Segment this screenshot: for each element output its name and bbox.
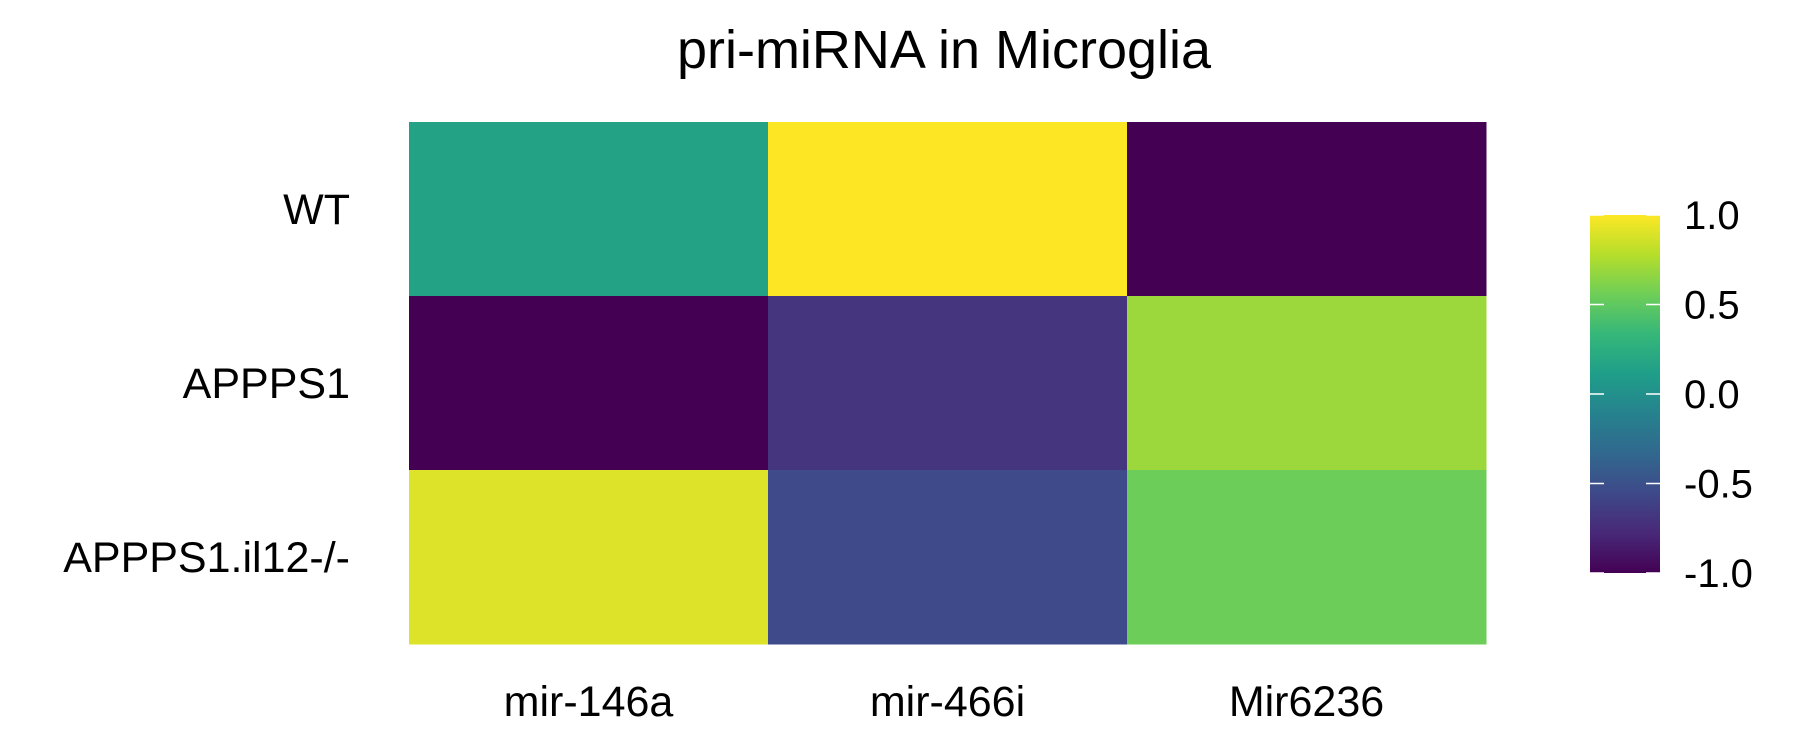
heatmap-cell-0-1	[768, 122, 1128, 297]
column-label: Mir6236	[1229, 678, 1384, 726]
colorbar-tick-label: 0.0	[1684, 373, 1740, 417]
heatmap-cell-1-2	[1127, 296, 1487, 471]
row-label: WT	[283, 186, 350, 234]
heatmap-cell-2-0	[409, 470, 769, 645]
heatmap-cell-0-0	[409, 122, 769, 297]
row-label: APPPS1	[183, 360, 350, 408]
heatmap-cells	[409, 122, 1487, 645]
colorbar-tick-label: -1.0	[1684, 552, 1753, 596]
row-label: APPPS1.il12-/-	[63, 534, 350, 582]
heatmap-cell-0-2	[1127, 122, 1487, 297]
colorbar-legend: 1.0 0.5 0.0 -0.5 -1.0	[1590, 194, 1753, 596]
row-labels: WT APPPS1 APPPS1.il12-/-	[63, 186, 350, 582]
heatmap-cell-1-0	[409, 296, 769, 471]
column-label: mir-466i	[870, 678, 1025, 726]
column-labels: mir-146a mir-466i Mir6236	[504, 678, 1385, 726]
column-label: mir-146a	[504, 678, 674, 726]
heatmap-cell-2-2	[1127, 470, 1487, 645]
colorbar-tick-label: 0.5	[1684, 284, 1740, 328]
heatmap-cell-2-1	[768, 470, 1128, 645]
chart-title: pri-miRNA in Microglia	[677, 20, 1212, 80]
colorbar-tick-label: -0.5	[1684, 463, 1753, 507]
heatmap-cell-1-1	[768, 296, 1128, 471]
colorbar-tick-label: 1.0	[1684, 194, 1740, 238]
